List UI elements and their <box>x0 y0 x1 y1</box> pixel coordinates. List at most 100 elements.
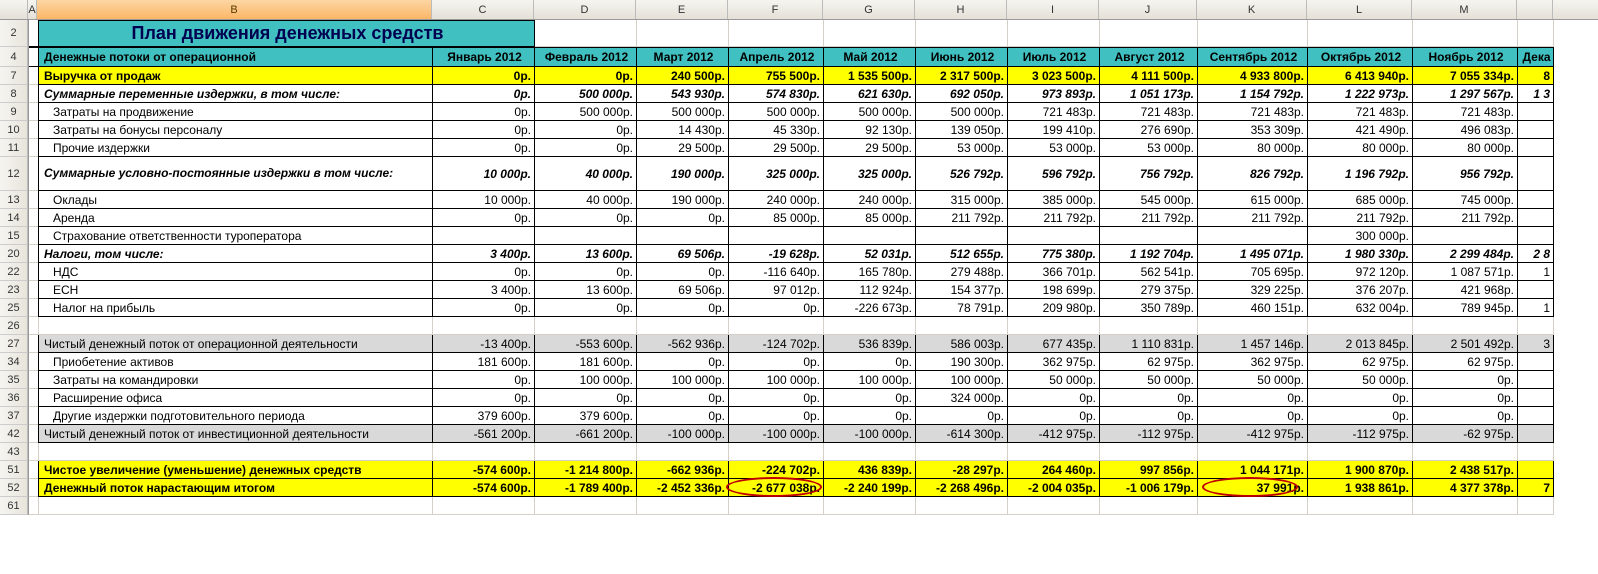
data-cell[interactable] <box>1008 443 1100 461</box>
column-header-D[interactable]: D <box>534 0 636 19</box>
month-header[interactable]: Июнь 2012 <box>916 47 1008 67</box>
data-cell[interactable]: 154 377р. <box>916 281 1008 299</box>
data-cell[interactable] <box>433 443 535 461</box>
row-label[interactable]: Суммарные переменные издержки, в том чис… <box>38 85 433 103</box>
data-cell[interactable]: 1 196 792р. <box>1308 157 1413 191</box>
row-label[interactable]: Чистый денежный поток от инвестиционной … <box>38 425 433 443</box>
data-cell[interactable] <box>1518 103 1554 121</box>
column-header-H[interactable]: H <box>915 0 1007 19</box>
data-cell[interactable] <box>1518 389 1554 407</box>
data-cell[interactable]: 85 000р. <box>824 209 916 227</box>
data-cell[interactable] <box>824 443 916 461</box>
data-cell[interactable]: 53 000р. <box>916 139 1008 157</box>
row-label[interactable]: Суммарные условно-постоянные издержки в … <box>38 157 433 191</box>
data-cell[interactable]: 1 3 <box>1518 85 1554 103</box>
data-cell[interactable]: 40 000р. <box>535 157 637 191</box>
data-cell[interactable]: -116 640р. <box>729 263 824 281</box>
data-cell[interactable]: 190 000р. <box>637 191 729 209</box>
data-cell[interactable]: -661 200р. <box>535 425 637 443</box>
data-cell[interactable]: 385 000р. <box>1008 191 1100 209</box>
data-cell[interactable]: -2 677 038р. <box>729 479 824 497</box>
data-cell[interactable]: 353 309р. <box>1198 121 1308 139</box>
data-cell[interactable] <box>824 317 916 335</box>
data-cell[interactable]: 50 000р. <box>1308 371 1413 389</box>
data-cell[interactable] <box>729 317 824 335</box>
data-cell[interactable]: 62 975р. <box>1100 353 1198 371</box>
data-cell[interactable]: 29 500р. <box>729 139 824 157</box>
row-label[interactable] <box>38 443 433 461</box>
select-all-corner[interactable] <box>0 0 28 19</box>
data-cell[interactable] <box>637 443 729 461</box>
data-cell[interactable]: 29 500р. <box>637 139 729 157</box>
row-number[interactable]: 37 <box>0 407 28 425</box>
data-cell[interactable] <box>433 317 535 335</box>
month-header[interactable]: Май 2012 <box>824 47 916 67</box>
data-cell[interactable]: 0р. <box>535 209 637 227</box>
data-cell[interactable]: 4 111 500р. <box>1100 67 1198 85</box>
data-cell[interactable]: 209 980р. <box>1008 299 1100 317</box>
data-cell[interactable]: 789 945р. <box>1413 299 1518 317</box>
row-label[interactable]: Затраты на продвижение <box>38 103 433 121</box>
row-label[interactable]: Страхование ответственности туроператора <box>38 227 433 245</box>
data-cell[interactable]: 0р. <box>729 407 824 425</box>
data-cell[interactable]: 6 413 940р. <box>1308 67 1413 85</box>
data-cell[interactable]: -124 702р. <box>729 335 824 353</box>
row-number[interactable]: 7 <box>0 67 28 85</box>
data-cell[interactable]: 500 000р. <box>916 103 1008 121</box>
row-number[interactable]: 2 <box>0 20 28 47</box>
data-cell[interactable]: 1 980 330р. <box>1308 245 1413 263</box>
data-cell[interactable]: 211 792р. <box>1198 209 1308 227</box>
data-cell[interactable]: 53 000р. <box>1008 139 1100 157</box>
data-cell[interactable] <box>1413 497 1518 515</box>
data-cell[interactable]: 0р. <box>1308 407 1413 425</box>
data-cell[interactable]: 745 000р. <box>1413 191 1518 209</box>
data-cell[interactable]: 13 600р. <box>535 245 637 263</box>
data-cell[interactable]: 1 297 567р. <box>1413 85 1518 103</box>
row-label[interactable]: Аренда <box>38 209 433 227</box>
data-cell[interactable]: 1 535 500р. <box>824 67 916 85</box>
data-cell[interactable]: -553 600р. <box>535 335 637 353</box>
data-cell[interactable]: 692 050р. <box>916 85 1008 103</box>
month-header[interactable]: Ноябрь 2012 <box>1413 47 1518 67</box>
data-cell[interactable]: 0р. <box>637 263 729 281</box>
data-cell[interactable]: -100 000р. <box>824 425 916 443</box>
data-cell[interactable] <box>916 317 1008 335</box>
data-cell[interactable]: 0р. <box>824 353 916 371</box>
data-cell[interactable]: 543 930р. <box>637 85 729 103</box>
row-number[interactable]: 15 <box>0 227 28 245</box>
data-cell[interactable]: 276 690р. <box>1100 121 1198 139</box>
data-cell[interactable]: 685 000р. <box>1308 191 1413 209</box>
data-cell[interactable]: 4 933 800р. <box>1198 67 1308 85</box>
data-cell[interactable]: 279 488р. <box>916 263 1008 281</box>
data-cell[interactable]: 92 130р. <box>824 121 916 139</box>
data-cell[interactable]: 621 630р. <box>824 85 916 103</box>
row-label[interactable]: ЕСН <box>38 281 433 299</box>
data-cell[interactable]: 80 000р. <box>1198 139 1308 157</box>
data-cell[interactable]: 721 483р. <box>1100 103 1198 121</box>
row-label[interactable]: Другие издержки подготовительного период… <box>38 407 433 425</box>
row-number[interactable]: 52 <box>0 479 28 497</box>
data-cell[interactable]: 755 500р. <box>729 67 824 85</box>
data-cell[interactable]: 279 375р. <box>1100 281 1198 299</box>
data-cell[interactable]: 0р. <box>1308 389 1413 407</box>
data-cell[interactable]: 139 050р. <box>916 121 1008 139</box>
data-cell[interactable]: -1 214 800р. <box>535 461 637 479</box>
data-cell[interactable]: 325 000р. <box>729 157 824 191</box>
row-number[interactable]: 8 <box>0 85 28 103</box>
data-cell[interactable] <box>1518 407 1554 425</box>
column-header-G[interactable]: G <box>823 0 915 19</box>
data-cell[interactable]: -100 000р. <box>637 425 729 443</box>
data-cell[interactable]: 366 701р. <box>1008 263 1100 281</box>
row-label[interactable]: Налог на прибыль <box>38 299 433 317</box>
data-cell[interactable]: 721 483р. <box>1198 103 1308 121</box>
data-cell[interactable]: -100 000р. <box>729 425 824 443</box>
row-label[interactable] <box>38 317 433 335</box>
header-label[interactable]: Денежные потоки от операционной <box>38 47 433 67</box>
data-cell[interactable]: 997 856р. <box>1100 461 1198 479</box>
data-cell[interactable]: 0р. <box>1198 389 1308 407</box>
grid-body[interactable]: План движения денежных средствДенежные п… <box>29 20 1554 515</box>
data-cell[interactable]: -1 789 400р. <box>535 479 637 497</box>
data-cell[interactable]: 69 506р. <box>637 281 729 299</box>
data-cell[interactable]: 264 460р. <box>1008 461 1100 479</box>
data-cell[interactable]: 1 154 792р. <box>1198 85 1308 103</box>
